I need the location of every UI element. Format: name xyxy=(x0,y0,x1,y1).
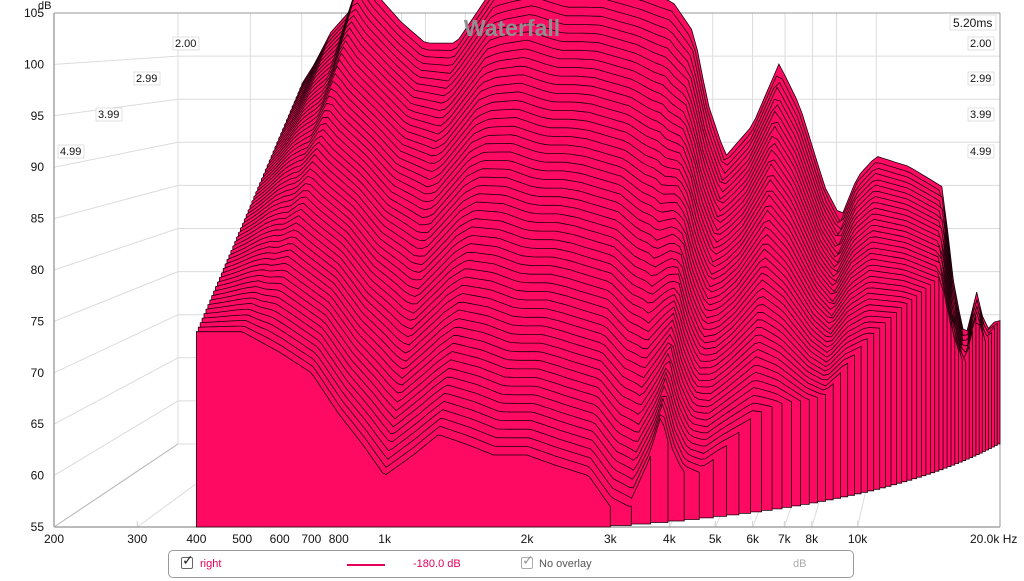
y-tick-label: 60 xyxy=(31,469,45,483)
y-tick-label: 75 xyxy=(31,314,45,328)
x-tick-label: 6k xyxy=(746,532,760,546)
overlay-checkbox[interactable]: ✓ xyxy=(521,553,534,569)
time-tick-label: 3.99 xyxy=(98,109,119,121)
x-tick-label: 300 xyxy=(127,532,147,546)
waterfall-chart: 105 100 95 90 85 80 75 70 65 60 55 dB 200 300 400 500 60… xyxy=(24,0,1017,546)
overlay-label: No overlay xyxy=(539,558,592,570)
x-tick-label: 4k xyxy=(663,532,677,546)
y-tick-label: 55 xyxy=(31,520,45,534)
y-tick-label: 105 xyxy=(24,6,44,20)
series-line-swatch xyxy=(347,564,385,566)
x-tick-label: 20.0k Hz xyxy=(970,532,1017,546)
x-tick-label: 3k xyxy=(604,532,618,546)
y-tick-label: 85 xyxy=(31,212,45,226)
x-tick-label: 500 xyxy=(232,532,252,546)
time-tick-label-right: 2.00 xyxy=(970,38,991,50)
y-tick-label: 80 xyxy=(31,263,45,277)
time-end-label: 5.20ms xyxy=(953,16,992,30)
x-tick-label: 600 xyxy=(270,532,290,546)
y-tick-label: 90 xyxy=(31,160,45,174)
time-tick-label: 2.00 xyxy=(175,38,196,50)
x-tick-label: 5k xyxy=(709,532,723,546)
series-name-label: right xyxy=(200,558,222,570)
x-tick-label: 2k xyxy=(521,532,535,546)
check-icon: ✓ xyxy=(182,553,194,569)
y-tick-label: 70 xyxy=(31,366,45,380)
time-tick-label-right: 4.99 xyxy=(970,146,991,158)
time-tick-label-right: 2.99 xyxy=(970,73,991,85)
time-tick-label: 2.99 xyxy=(136,73,157,85)
x-tick-label: 400 xyxy=(186,532,206,546)
waterfall-slice xyxy=(196,331,611,528)
x-tick-label: 10k xyxy=(848,532,868,546)
x-tick-label: 7k xyxy=(778,532,792,546)
x-tick-label: 700 xyxy=(301,532,321,546)
level-readout: -180.0 dB xyxy=(413,558,461,570)
axis-labels: 105 100 95 90 85 80 75 70 65 60 55 dB 200 300 400 500 60… xyxy=(24,0,1017,546)
check-icon: ✓ xyxy=(522,553,534,569)
chart-title: Waterfall xyxy=(464,15,560,41)
y-tick-label: 95 xyxy=(31,109,45,123)
x-tick-label: 800 xyxy=(329,532,349,546)
y-tick-label: 100 xyxy=(24,57,44,71)
x-tick-label: 1k xyxy=(378,532,392,546)
waterfall-surface xyxy=(196,0,1001,528)
y-axis-label: dB xyxy=(38,0,51,12)
x-tick-label: 200 xyxy=(44,532,64,546)
x-tick-label: 8k xyxy=(805,532,819,546)
y-tick-label: 65 xyxy=(31,417,45,431)
legend-bar: ✓ right -180.0 dB ✓ No overlay dB xyxy=(168,550,854,578)
time-tick-label-right: 3.99 xyxy=(970,109,991,121)
time-tick-label: 4.99 xyxy=(60,146,81,158)
series-checkbox[interactable]: ✓ xyxy=(181,553,194,569)
unit-label: dB xyxy=(793,558,807,570)
